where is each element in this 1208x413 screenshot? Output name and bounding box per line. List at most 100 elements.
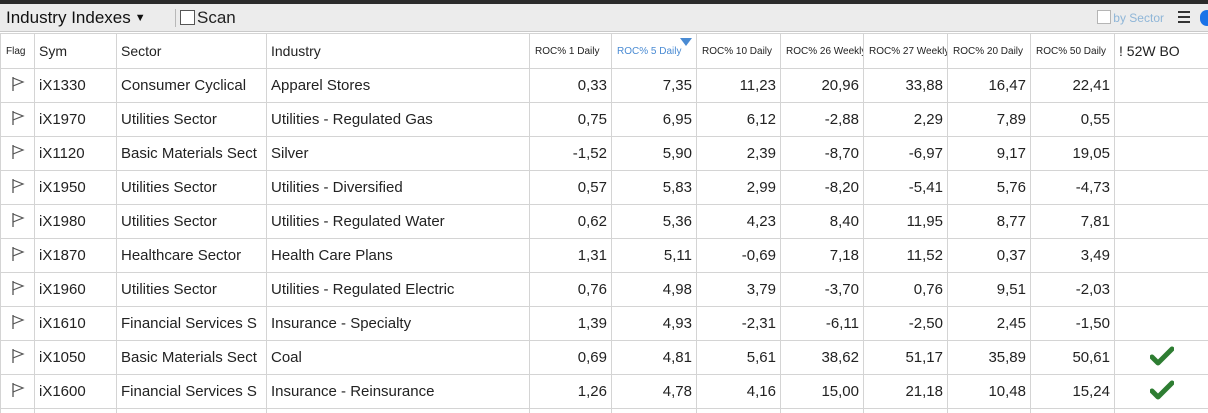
cell-roc5-daily: 4,98 [612,273,697,307]
cell-flag[interactable] [1,341,35,375]
column-header-52w-bo[interactable]: ! 52W BO [1115,34,1208,69]
flag-icon[interactable] [11,280,25,300]
column-header-sector[interactable]: Sector [117,34,267,69]
cell-roc1-daily: 0,69 [530,341,612,375]
cell-flag[interactable] [1,375,35,409]
cell-roc26-weekly: -8,20 [781,171,864,205]
column-header-roc26-weekly[interactable]: ROC% 26 Weekly [781,34,864,69]
scan-checkbox[interactable]: Scan [180,7,236,29]
cell-sector: Utilities Sector [117,103,267,137]
caret-down-icon: ▼ [135,12,146,24]
cell-roc27-weekly: -2,50 [864,307,948,341]
flag-icon[interactable] [11,144,25,164]
cell-roc20-daily: 9,51 [948,273,1031,307]
cell-flag[interactable] [1,273,35,307]
checkmark-icon [1150,346,1174,370]
cell-sector: Utilities Sector [117,205,267,239]
checkmark-icon [1150,380,1174,404]
column-header-roc50-daily[interactable]: ROC% 50 Daily [1031,34,1115,69]
cell-flag[interactable] [1,171,35,205]
by-sector-checkbox-box[interactable] [1097,10,1111,24]
flag-icon[interactable] [11,348,25,368]
column-header-roc5-daily[interactable]: ROC% 5 Daily [612,34,697,69]
cell-roc26-weekly: -8,70 [781,137,864,171]
flag-icon[interactable] [11,178,25,198]
column-header-roc27-weekly[interactable]: ROC% 27 Weekly [864,34,948,69]
cell-roc10-daily: 2,39 [697,137,781,171]
cell-industry: Insurance - Reinsurance [267,375,530,409]
cell-industry: Utilities - Regulated Electric [267,273,530,307]
cell-roc50-daily: -4,73 [1031,171,1115,205]
cell-roc26-weekly: 20,96 [781,69,864,103]
cell-roc10-daily: 11,23 [697,69,781,103]
by-sector-checkbox[interactable]: by Sector [1097,10,1164,26]
flag-icon[interactable] [11,382,25,402]
view-selector-dropdown[interactable]: Industry Indexes▼ [2,7,152,29]
column-header-roc20-daily[interactable]: ROC% 20 Daily [948,34,1031,69]
cell-flag[interactable] [1,69,35,103]
cell-roc27-weekly: -6,97 [864,137,948,171]
flag-icon[interactable] [11,212,25,232]
cell-roc10-daily: 4,16 [697,375,781,409]
cell-industry: Health Care Plans [267,239,530,273]
cell-roc10-daily: 3,79 [697,273,781,307]
column-header-flag[interactable]: Flag [1,34,35,69]
sort-descending-icon [680,38,692,46]
column-header-industry[interactable]: Industry [267,34,530,69]
scan-label: Scan [197,8,236,27]
cell-sector: Consumer Cyclical [117,69,267,103]
cell-roc5-daily: 5,90 [612,137,697,171]
cell-flag[interactable] [1,103,35,137]
cell-roc26-weekly: -3,70 [781,273,864,307]
cell-sym: iX1980 [35,205,117,239]
column-header-roc1-daily[interactable]: ROC% 1 Daily [530,34,612,69]
cell-empty [612,409,697,413]
cell-empty [117,409,267,413]
flag-icon[interactable] [11,76,25,96]
cell-sector: Utilities Sector [117,273,267,307]
cell-industry: Utilities - Regulated Gas [267,103,530,137]
cell-roc20-daily: 35,89 [948,341,1031,375]
flag-icon[interactable] [11,314,25,334]
hamburger-menu-icon[interactable] [1178,11,1190,24]
cell-flag[interactable] [1,137,35,171]
cell-roc1-daily: -1,52 [530,137,612,171]
cell-sector: Financial Services S [117,375,267,409]
cell-empty [948,409,1031,413]
column-header-roc10-daily[interactable]: ROC% 10 Daily [697,34,781,69]
cell-sector: Basic Materials Sect [117,341,267,375]
cell-empty [267,409,530,413]
cell-flag[interactable] [1,205,35,239]
cell-flag[interactable] [1,239,35,273]
cell-roc5-daily: 5,83 [612,171,697,205]
column-header-sym[interactable]: Sym [35,34,117,69]
cell-sym: iX1870 [35,239,117,273]
cell-roc20-daily: 8,77 [948,205,1031,239]
cell-roc5-daily: 5,11 [612,239,697,273]
blue-circle-icon[interactable] [1200,10,1208,26]
scan-checkbox-box[interactable] [180,10,195,25]
cell-flag[interactable] [1,307,35,341]
flag-icon[interactable] [11,246,25,266]
cell-roc1-daily: 1,39 [530,307,612,341]
cell-empty [864,409,948,413]
cell-52w-bo [1115,205,1208,239]
table-row-partial [1,409,1208,413]
flag-icon[interactable] [11,110,25,130]
column-header-roc5-daily-label: ROC% 5 Daily [617,46,681,57]
cell-roc27-weekly: 33,88 [864,69,948,103]
cell-roc10-daily: 2,99 [697,171,781,205]
cell-sym: iX1330 [35,69,117,103]
cell-roc26-weekly: 7,18 [781,239,864,273]
